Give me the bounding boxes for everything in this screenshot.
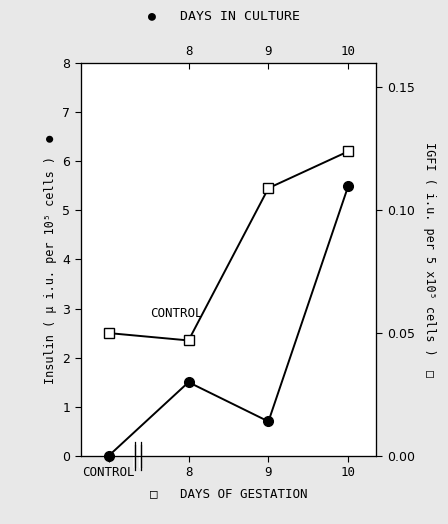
X-axis label: □   DAYS OF GESTATION: □ DAYS OF GESTATION [150, 488, 307, 500]
Text: CONTROL: CONTROL [150, 307, 202, 320]
Y-axis label: IGFI ( i.u. per 5 x10⁵ cells )  □: IGFI ( i.u. per 5 x10⁵ cells ) □ [423, 142, 436, 377]
Y-axis label: Insulin ( μ i.u. per 10⁵ cells )  ●: Insulin ( μ i.u. per 10⁵ cells ) ● [43, 135, 56, 384]
Text: ●   DAYS IN CULTURE: ● DAYS IN CULTURE [148, 9, 300, 23]
